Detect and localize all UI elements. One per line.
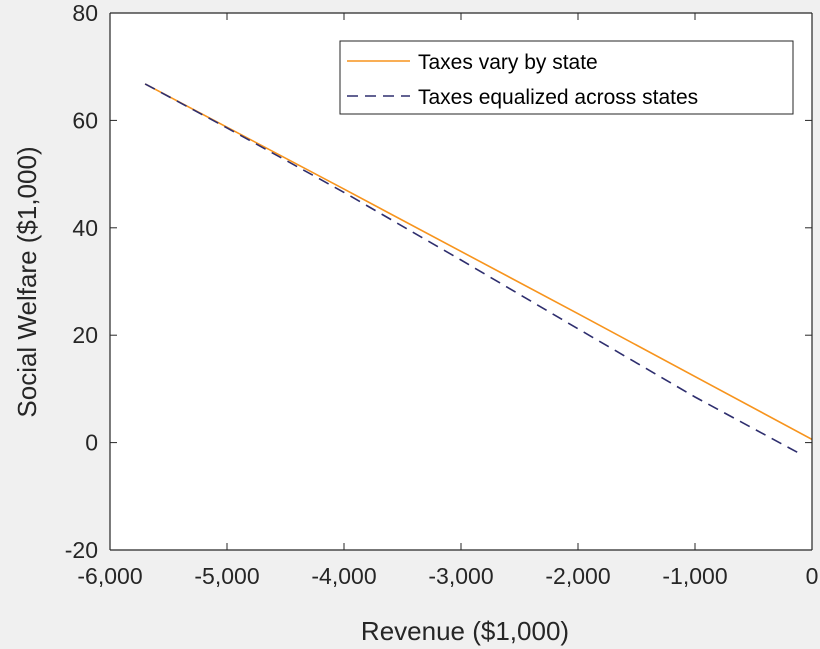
x-tick-label: -2,000 bbox=[545, 563, 610, 589]
series-line-taxes-vary bbox=[144, 83, 812, 441]
series-line-taxes-equalized bbox=[144, 83, 801, 455]
y-tick-label: 20 bbox=[72, 322, 98, 348]
legend-label-taxes-vary: Taxes vary by state bbox=[418, 51, 598, 74]
legend-box bbox=[339, 40, 794, 115]
legend-label-taxes-equalized: Taxes equalized across states bbox=[418, 86, 698, 109]
x-tick-label: 0 bbox=[806, 563, 819, 589]
y-tick-label: 0 bbox=[85, 430, 98, 456]
ticks-layer: -6,000 -5,000 -4,000 -3,000 -2,000 -1,000 0 -20… bbox=[65, 0, 819, 589]
y-tick-label: 40 bbox=[72, 215, 98, 241]
series-layer bbox=[144, 83, 812, 455]
y-tick-label: -20 bbox=[65, 537, 98, 563]
x-axis-title: Revenue ($1,000) bbox=[361, 616, 569, 646]
y-axis-title: Social Welfare ($1,000) bbox=[12, 146, 42, 417]
x-tick-label: -6,000 bbox=[77, 563, 142, 589]
x-tick-label: -4,000 bbox=[311, 563, 376, 589]
x-tick-label: -5,000 bbox=[194, 563, 259, 589]
y-tick-label: 60 bbox=[72, 107, 98, 133]
x-tick-label: -3,000 bbox=[428, 563, 493, 589]
legend: Taxes vary by state Taxes equalized acro… bbox=[339, 40, 794, 115]
x-tick-label: -1,000 bbox=[662, 563, 727, 589]
y-tick-label: 80 bbox=[72, 0, 98, 26]
